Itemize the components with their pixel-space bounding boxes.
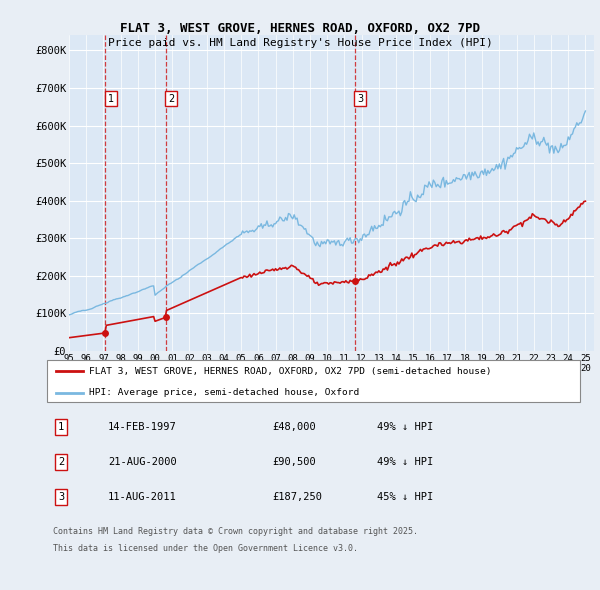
FancyBboxPatch shape <box>47 360 580 402</box>
Text: 1: 1 <box>107 94 114 103</box>
Text: HPI: Average price, semi-detached house, Oxford: HPI: Average price, semi-detached house,… <box>89 388 359 397</box>
Text: £48,000: £48,000 <box>272 422 316 432</box>
Text: 2: 2 <box>168 94 174 103</box>
Text: Contains HM Land Registry data © Crown copyright and database right 2025.: Contains HM Land Registry data © Crown c… <box>53 527 418 536</box>
Text: 3: 3 <box>357 94 363 103</box>
Text: 14-FEB-1997: 14-FEB-1997 <box>108 422 176 432</box>
Text: FLAT 3, WEST GROVE, HERNES ROAD, OXFORD, OX2 7PD: FLAT 3, WEST GROVE, HERNES ROAD, OXFORD,… <box>120 22 480 35</box>
Text: 11-AUG-2011: 11-AUG-2011 <box>108 492 176 502</box>
Text: 21-AUG-2000: 21-AUG-2000 <box>108 457 176 467</box>
Text: 45% ↓ HPI: 45% ↓ HPI <box>377 492 433 502</box>
Text: 1: 1 <box>58 422 64 432</box>
Text: £187,250: £187,250 <box>272 492 323 502</box>
Text: 49% ↓ HPI: 49% ↓ HPI <box>377 457 433 467</box>
Text: 49% ↓ HPI: 49% ↓ HPI <box>377 422 433 432</box>
Text: Price paid vs. HM Land Registry's House Price Index (HPI): Price paid vs. HM Land Registry's House … <box>107 38 493 48</box>
Text: FLAT 3, WEST GROVE, HERNES ROAD, OXFORD, OX2 7PD (semi-detached house): FLAT 3, WEST GROVE, HERNES ROAD, OXFORD,… <box>89 366 491 375</box>
Text: 2: 2 <box>58 457 64 467</box>
Text: This data is licensed under the Open Government Licence v3.0.: This data is licensed under the Open Gov… <box>53 545 358 553</box>
Text: £90,500: £90,500 <box>272 457 316 467</box>
Text: 3: 3 <box>58 492 64 502</box>
